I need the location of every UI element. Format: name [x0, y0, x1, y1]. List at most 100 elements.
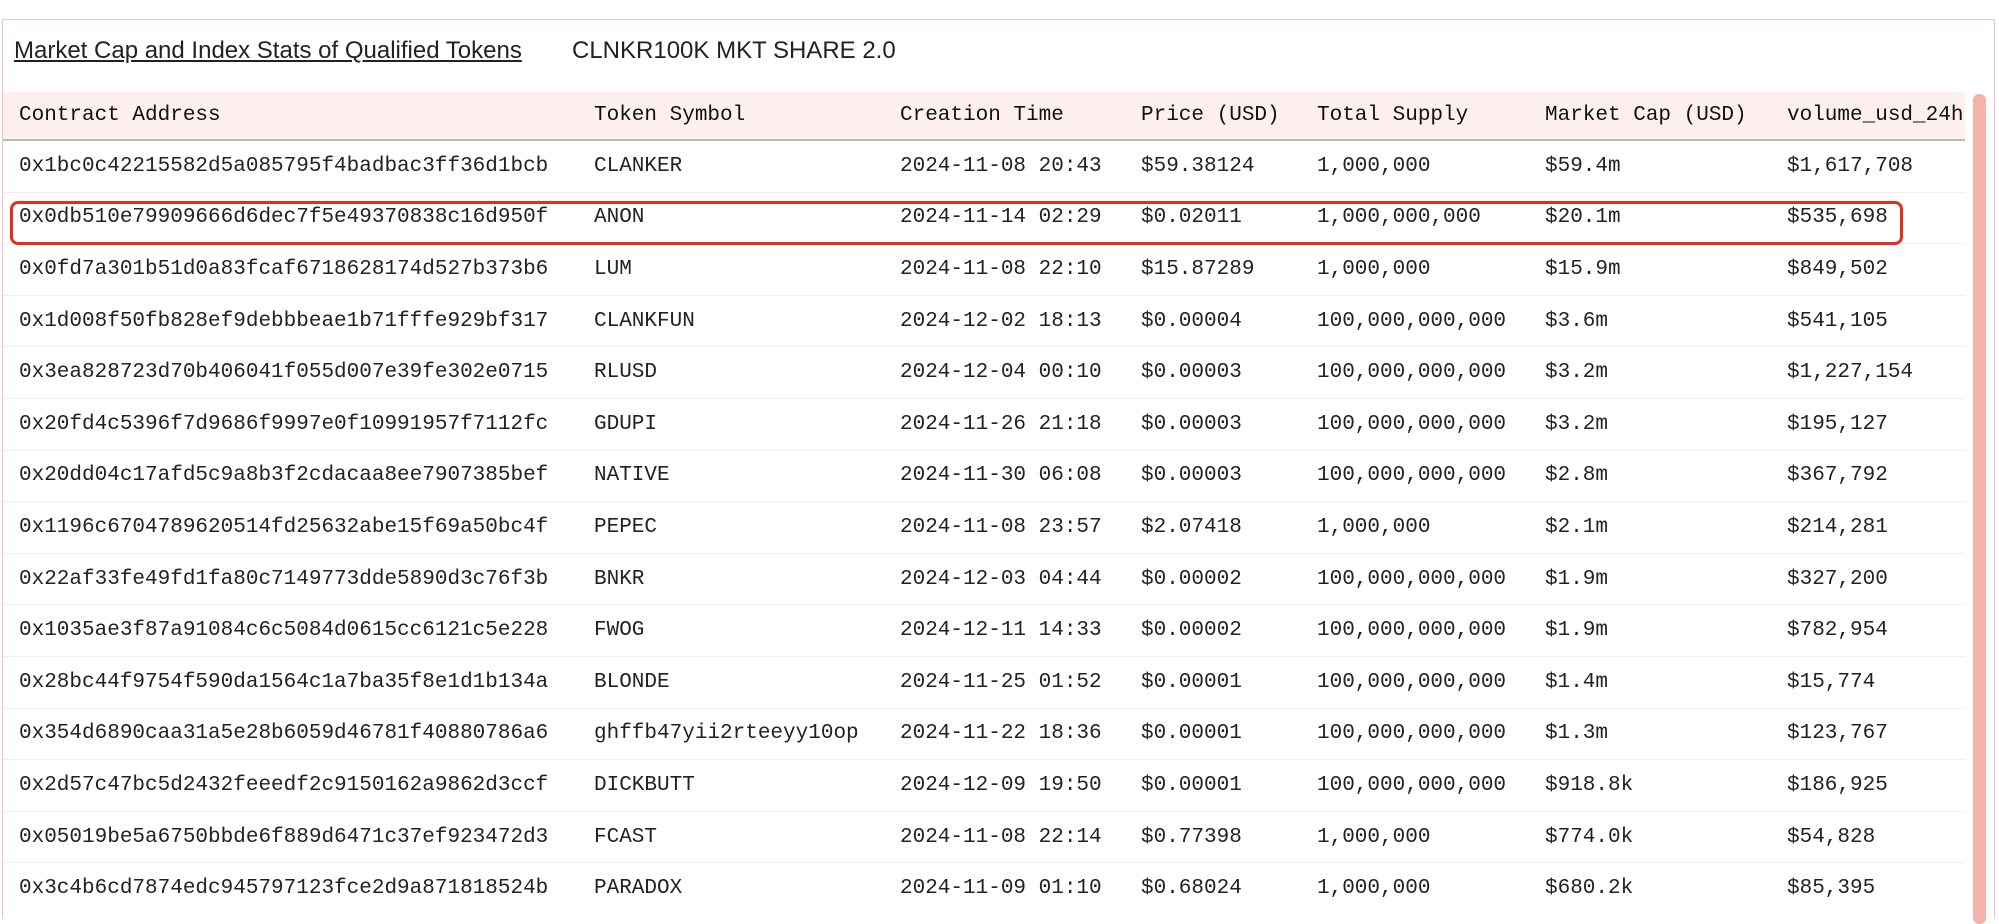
- table-cell: $541,105: [1787, 309, 1888, 333]
- table-cell: LUM: [594, 257, 632, 281]
- table-cell: 100,000,000,000: [1317, 464, 1507, 488]
- table-cell: ANON: [594, 206, 645, 230]
- table-cell: 2024-12-04 00:10: [900, 361, 1102, 385]
- table-cell: 2024-11-09 01:10: [900, 877, 1102, 901]
- table-cell: $20.1m: [1545, 206, 1621, 230]
- table-cell: 1,000,000: [1317, 825, 1431, 849]
- table-cell: $2.07418: [1141, 515, 1242, 539]
- table-cell: PARADOX: [594, 877, 683, 901]
- table-cell: CLANKFUN: [594, 309, 695, 333]
- table-cell: 100,000,000,000: [1317, 722, 1507, 746]
- column-header[interactable]: Token Symbol: [594, 104, 746, 127]
- table-row: 0x1d008f50fb828ef9debbbeae1b71fffe929bf3…: [3, 296, 1965, 348]
- table-cell: $59.38124: [1141, 154, 1255, 178]
- table-cell: $535,698: [1787, 206, 1888, 230]
- table-cell: 1,000,000: [1317, 257, 1431, 281]
- table-cell: FCAST: [594, 825, 658, 849]
- table-row: 0x05019be5a6750bbde6f889d6471c37ef923472…: [3, 812, 1965, 864]
- table-cell: $0.00001: [1141, 773, 1242, 797]
- table-cell: NATIVE: [594, 464, 670, 488]
- panel-frame: [2, 19, 1995, 919]
- table-cell: $327,200: [1787, 567, 1888, 591]
- table-row: 0x354d6890caa31a5e28b6059d46781f40880786…: [3, 709, 1965, 761]
- table-cell: $0.00003: [1141, 412, 1242, 436]
- table-cell: $1.4m: [1545, 670, 1609, 694]
- table-cell: $918.8k: [1545, 773, 1634, 797]
- table-cell: $0.77398: [1141, 825, 1242, 849]
- scrollbar[interactable]: [1973, 94, 1986, 924]
- table-cell: 100,000,000,000: [1317, 412, 1507, 436]
- table-cell: $849,502: [1787, 257, 1888, 281]
- table-cell: $186,925: [1787, 773, 1888, 797]
- table-cell: 1,000,000: [1317, 154, 1431, 178]
- table-cell: 2024-12-02 18:13: [900, 309, 1102, 333]
- table-cell: $0.00004: [1141, 309, 1242, 333]
- table-cell: 0x28bc44f9754f590da1564c1a7ba35f8e1d1b13…: [19, 670, 549, 694]
- table-cell: ghffb47yii2rteeyy10op: [594, 722, 859, 746]
- table-cell: $680.2k: [1545, 877, 1634, 901]
- table-cell: 2024-12-11 14:33: [900, 619, 1102, 643]
- table-row: 0x20dd04c17afd5c9a8b3f2cdacaa8ee7907385b…: [3, 451, 1965, 503]
- table-cell: $2.1m: [1545, 515, 1609, 539]
- table-cell: $1,617,708: [1787, 154, 1914, 178]
- table-cell: GDUPI: [594, 412, 658, 436]
- table-row: 0x3ea828723d70b406041f055d007e39fe302e07…: [3, 347, 1965, 399]
- table-cell: DICKBUTT: [594, 773, 695, 797]
- table-cell: BNKR: [594, 567, 645, 591]
- column-header[interactable]: volume_usd_24h: [1787, 104, 1964, 127]
- table-cell: $0.00003: [1141, 464, 1242, 488]
- table-cell: $0.00002: [1141, 567, 1242, 591]
- column-header[interactable]: Contract Address: [19, 104, 221, 127]
- table-cell: 0x22af33fe49fd1fa80c7149773dde5890d3c76f…: [19, 567, 549, 591]
- table-cell: 100,000,000,000: [1317, 619, 1507, 643]
- table-cell: 2024-11-22 18:36: [900, 722, 1102, 746]
- column-header[interactable]: Market Cap (USD): [1545, 104, 1747, 127]
- table-cell: $1.9m: [1545, 619, 1609, 643]
- panel-title[interactable]: Market Cap and Index Stats of Qualified …: [14, 37, 522, 64]
- table-cell: 2024-12-09 19:50: [900, 773, 1102, 797]
- table-cell: 100,000,000,000: [1317, 361, 1507, 385]
- table-cell: $367,792: [1787, 464, 1888, 488]
- table-cell: 0x2d57c47bc5d2432feeedf2c9150162a9862d3c…: [19, 773, 549, 797]
- table-cell: 0x20dd04c17afd5c9a8b3f2cdacaa8ee7907385b…: [19, 464, 549, 488]
- table-cell: 2024-11-08 22:10: [900, 257, 1102, 281]
- table-cell: $3.2m: [1545, 412, 1609, 436]
- table-cell: 0x1035ae3f87a91084c6c5084d0615cc6121c5e2…: [19, 619, 549, 643]
- table-cell: $85,395: [1787, 877, 1876, 901]
- table-cell: $2.8m: [1545, 464, 1609, 488]
- table-cell: PEPEC: [594, 515, 658, 539]
- column-header[interactable]: Creation Time: [900, 104, 1064, 127]
- table-cell: 0x20fd4c5396f7d9686f9997e0f10991957f7112…: [19, 412, 549, 436]
- table-cell: $123,767: [1787, 722, 1888, 746]
- table-cell: $59.4m: [1545, 154, 1621, 178]
- table-cell: $15,774: [1787, 670, 1876, 694]
- highlight-box: [10, 201, 1903, 245]
- table-cell: 2024-11-08 22:14: [900, 825, 1102, 849]
- table-cell: 100,000,000,000: [1317, 567, 1507, 591]
- column-header[interactable]: Price (USD): [1141, 104, 1280, 127]
- column-header[interactable]: Total Supply: [1317, 104, 1469, 127]
- table-cell: BLONDE: [594, 670, 670, 694]
- table-cell: $0.68024: [1141, 877, 1242, 901]
- table-cell: 0x3ea828723d70b406041f055d007e39fe302e07…: [19, 361, 549, 385]
- table-cell: 1,000,000,000: [1317, 206, 1481, 230]
- table-cell: 2024-11-08 20:43: [900, 154, 1102, 178]
- table-row: 0x1035ae3f87a91084c6c5084d0615cc6121c5e2…: [3, 605, 1965, 657]
- table-cell: 100,000,000,000: [1317, 309, 1507, 333]
- table-cell: $0.02011: [1141, 206, 1242, 230]
- table-cell: CLANKER: [594, 154, 683, 178]
- table-row: 0x0db510e79909666d6dec7f5e49370838c16d95…: [3, 193, 1965, 245]
- table-cell: $3.6m: [1545, 309, 1609, 333]
- table-cell: 0x05019be5a6750bbde6f889d6471c37ef923472…: [19, 825, 549, 849]
- table-row: 0x3c4b6cd7874edc945797123fce2d9a87181852…: [3, 863, 1965, 913]
- table-cell: $15.87289: [1141, 257, 1255, 281]
- table-row: 0x20fd4c5396f7d9686f9997e0f10991957f7112…: [3, 399, 1965, 451]
- table-cell: 1,000,000: [1317, 515, 1431, 539]
- table-cell: 0x1d008f50fb828ef9debbbeae1b71fffe929bf3…: [19, 309, 549, 333]
- table-cell: 2024-11-30 06:08: [900, 464, 1102, 488]
- table-cell: $1.3m: [1545, 722, 1609, 746]
- data-table: Contract Address Token Symbol Creation Tim…: [3, 92, 1965, 913]
- panel-subtitle: CLNKR100K MKT SHARE 2.0: [572, 37, 896, 64]
- table-cell: $3.2m: [1545, 361, 1609, 385]
- table-cell: 0x1bc0c42215582d5a085795f4badbac3ff36d1b…: [19, 154, 549, 178]
